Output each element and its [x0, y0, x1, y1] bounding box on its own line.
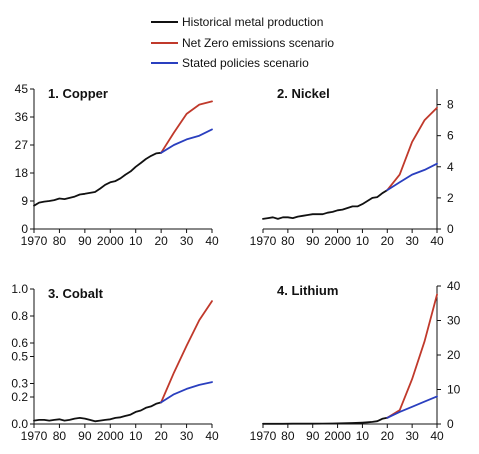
series-line-net-zero-emissions-scenario — [160, 100, 213, 154]
x-tick-label: 40 — [205, 429, 219, 443]
x-tick-label: 20 — [154, 234, 168, 248]
panel-title: 4. Lithium — [277, 283, 338, 298]
chart-panel-2: 1970 80 90 2000 10 20 30 400 2 4 6 8 2. Nickel — [250, 86, 454, 248]
y-tick-label: 36 — [15, 110, 29, 124]
chart-panel-3: 1970 80 90 2000 10 20 30 40 0.0 0.20.3 0.50.6 0.8 1.… — [11, 282, 219, 443]
series-line-net-zero-emissions-scenario — [386, 293, 438, 419]
x-tick-label: 10 — [129, 234, 143, 248]
y-tick-label: 0.5 — [11, 350, 28, 364]
y-tick-label: 20 — [447, 348, 461, 362]
x-tick-label: 40 — [205, 234, 219, 248]
x-tick-label: 20 — [381, 429, 395, 443]
series-line-stated-policies-scenario — [160, 381, 213, 404]
y-tick-label: 45 — [15, 82, 29, 96]
y-tick-label: 0.3 — [11, 377, 28, 391]
x-tick-label: 30 — [180, 234, 194, 248]
y-tick-label: 0.2 — [11, 390, 28, 404]
y-tick-label: 40 — [447, 279, 461, 293]
y-tick-label: 0.8 — [11, 309, 28, 323]
panel-title: 1. Copper — [48, 86, 108, 101]
x-tick-label: 30 — [180, 429, 194, 443]
y-tick-label: 2 — [447, 191, 454, 205]
y-tick-label: 9 — [21, 194, 28, 208]
series-line-historical-metal-production — [33, 401, 163, 423]
x-tick-label: 90 — [78, 234, 92, 248]
series-line-historical-metal-production — [262, 189, 389, 220]
series-line-stated-policies-scenario — [386, 162, 438, 192]
y-tick-label: 4 — [447, 160, 454, 174]
y-tick-label: 0.6 — [11, 336, 28, 350]
x-tick-label: 80 — [281, 429, 295, 443]
x-tick-label: 90 — [306, 429, 320, 443]
y-tick-label: 6 — [447, 129, 454, 143]
series-line-stated-policies-scenario — [386, 395, 438, 419]
series-line-net-zero-emissions-scenario — [386, 106, 438, 192]
panel-title: 2. Nickel — [277, 86, 330, 101]
x-tick-label: 1970 — [250, 234, 277, 248]
legend-label-net-zero: Net Zero emissions scenario — [182, 36, 334, 50]
x-tick-label: 80 — [53, 234, 67, 248]
x-tick-label: 90 — [78, 429, 92, 443]
x-tick-label: 2000 — [97, 234, 124, 248]
x-tick-label: 20 — [154, 429, 168, 443]
x-tick-label: 1970 — [250, 429, 277, 443]
x-tick-label: 40 — [430, 234, 444, 248]
x-tick-label: 20 — [381, 234, 395, 248]
y-tick-label: 0 — [21, 222, 28, 236]
x-tick-label: 1970 — [21, 234, 48, 248]
y-tick-label: 18 — [15, 166, 29, 180]
x-tick-label: 90 — [306, 234, 320, 248]
x-tick-label: 1970 — [21, 429, 48, 443]
x-tick-label: 30 — [405, 234, 419, 248]
y-tick-label: 10 — [447, 383, 461, 397]
y-tick-label: 8 — [447, 98, 454, 112]
y-tick-label: 27 — [15, 138, 29, 152]
series-line-net-zero-emissions-scenario — [160, 300, 213, 404]
x-tick-label: 2000 — [324, 429, 351, 443]
y-tick-label: 0.0 — [11, 417, 28, 431]
x-tick-label: 10 — [129, 429, 143, 443]
x-tick-label: 80 — [281, 234, 295, 248]
x-tick-label: 10 — [356, 429, 370, 443]
series-line-stated-policies-scenario — [160, 128, 213, 154]
series-line-historical-metal-production — [33, 151, 163, 207]
panel-title: 3. Cobalt — [48, 286, 104, 301]
y-tick-label: 0 — [447, 222, 454, 236]
y-tick-label: 0 — [447, 417, 454, 431]
legend: Historical metal production Net Zero emi… — [151, 15, 334, 70]
x-tick-label: 10 — [356, 234, 370, 248]
series-line-historical-metal-production — [262, 416, 389, 425]
legend-label-stated-policies: Stated policies scenario — [182, 56, 309, 70]
x-tick-label: 2000 — [324, 234, 351, 248]
legend-label-historical: Historical metal production — [182, 15, 323, 29]
chart-panel-1: 1970 80 90 2000 10 20 30 40 0 9 18 27 36 45 1. Copper — [15, 82, 219, 248]
x-tick-label: 80 — [53, 429, 67, 443]
x-tick-label: 2000 — [97, 429, 124, 443]
y-tick-label: 1.0 — [11, 282, 28, 296]
y-tick-label: 30 — [447, 314, 461, 328]
x-tick-label: 40 — [430, 429, 444, 443]
x-tick-label: 30 — [405, 429, 419, 443]
